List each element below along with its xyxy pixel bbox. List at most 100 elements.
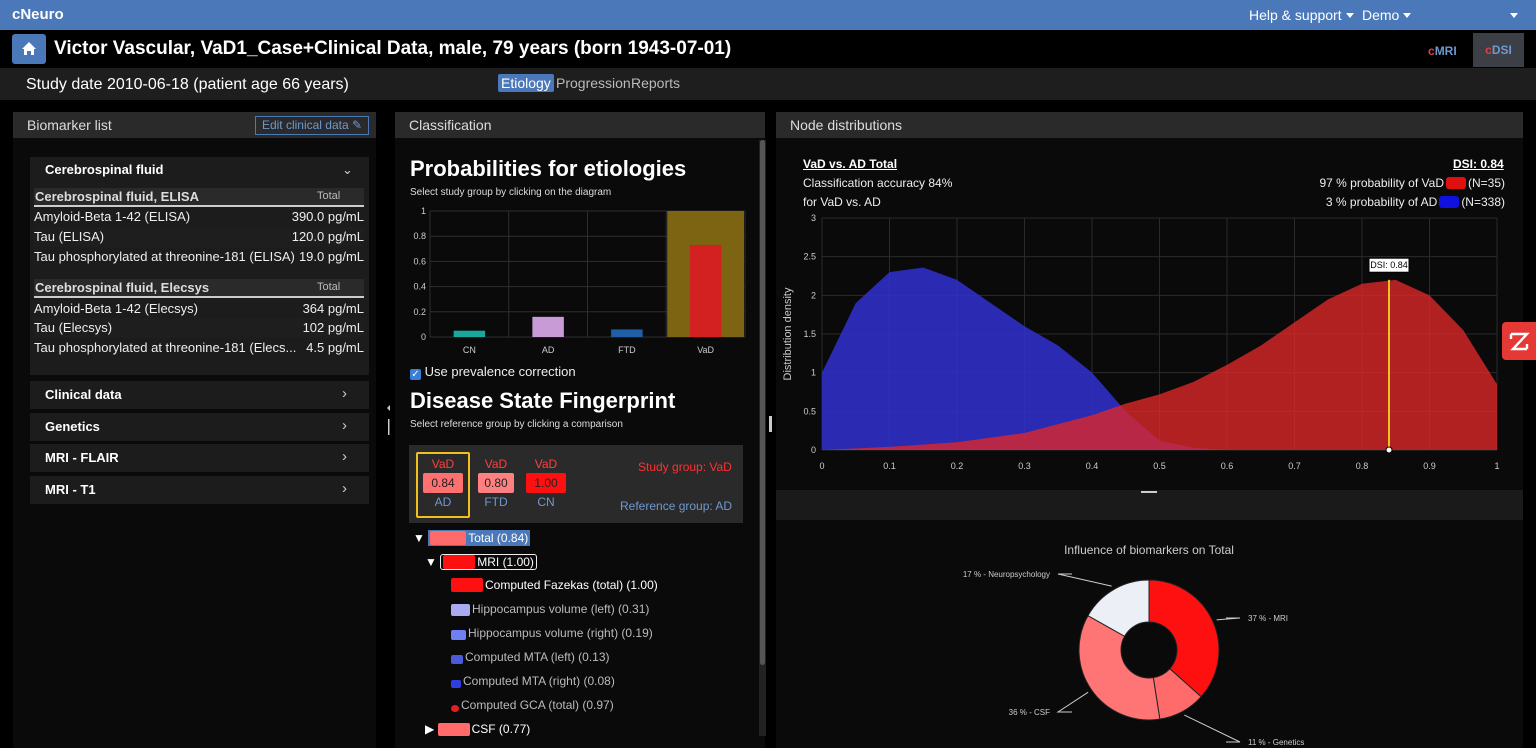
legend-ad: 3 % probability of AD (N=338) xyxy=(1326,195,1505,209)
zoom-toggle-button[interactable] xyxy=(1502,322,1536,360)
csf-section-title[interactable]: Cerebrospinal fluid xyxy=(45,162,164,177)
influence-donut-chart[interactable]: Influence of biomarkers on Total 37 % - M… xyxy=(776,530,1523,748)
splitter-handle[interactable] xyxy=(769,416,772,432)
donut-slice xyxy=(1148,579,1220,698)
row-value: 390.0 pg/mL xyxy=(291,209,364,224)
app-brand[interactable]: cNeuro xyxy=(12,6,64,23)
section-mri-flair[interactable]: MRI - FLAIR › xyxy=(30,444,369,472)
collapse-arrow-icon[interactable]: ▶ xyxy=(425,722,435,736)
x-tick-label: 0.7 xyxy=(1288,461,1301,471)
x-tick-label: 0.4 xyxy=(1086,461,1099,471)
fingerprint-title: Disease State Fingerprint xyxy=(410,388,676,413)
zoom-icon xyxy=(1509,332,1530,351)
y-tick-label: 0.8 xyxy=(413,231,426,241)
tree-node-csf[interactable]: ▶ CSF (0.77) xyxy=(425,722,530,736)
tab-progression[interactable]: Progression xyxy=(556,75,631,91)
expand-caret-icon[interactable] xyxy=(1506,7,1518,23)
study-bar xyxy=(0,68,1536,100)
swatch xyxy=(437,723,470,736)
panel-resizer[interactable] xyxy=(776,490,1523,520)
x-tick-label: 0.6 xyxy=(1221,461,1234,471)
comparison-vad-cn[interactable]: VaD 1.00 CN xyxy=(524,454,568,509)
swatch xyxy=(451,680,461,688)
tree-node-label-wrap: Total (0.84) xyxy=(428,530,531,546)
node-panel-header: Node distributions xyxy=(776,112,1523,138)
section-clinical-data[interactable]: Clinical data › xyxy=(30,381,369,409)
tree-node-mta-left[interactable]: Computed MTA (left) (0.13) xyxy=(451,650,610,664)
section-genetics[interactable]: Genetics › xyxy=(30,413,369,441)
x-tick-label: 0.2 xyxy=(951,461,964,471)
comparison-vad-ad[interactable]: VaD 0.84 AD xyxy=(416,452,470,518)
tree-label: Computed Fazekas (total) (1.00) xyxy=(485,578,658,592)
caret-icon xyxy=(1345,13,1354,18)
distribution-density-chart[interactable]: 0 0.5 1 1.5 2 2.5 3 0 0.1 0.2 0.3 0.4 0.5 0.6 0.7 0.8 0.… xyxy=(776,208,1523,480)
row-name: Tau phosphorylated at threonine-181 (Ele… xyxy=(34,340,297,355)
chevron-right-icon: › xyxy=(342,385,347,402)
y-tick-label: 3 xyxy=(811,213,816,223)
tree-node-mri[interactable]: ▼ MRI (1.00) xyxy=(425,554,537,570)
biomarker-row: Amyloid-Beta 1-42 (Elecsys) 364 pg/mL xyxy=(34,299,364,319)
donut-label: 17 % - Neuropsychology xyxy=(963,570,1050,579)
comparison-vad-ftd[interactable]: VaD 0.80 FTD xyxy=(474,454,518,509)
x-tick-label: FTD xyxy=(618,345,636,355)
edit-clinical-data-button[interactable]: Edit clinical data ✎ xyxy=(255,116,369,135)
donut-leader-line xyxy=(1216,617,1241,621)
home-button[interactable] xyxy=(12,34,46,64)
bar-ad xyxy=(532,316,564,337)
donut-leader-line xyxy=(1056,691,1089,713)
tree-label: Total (0.84) xyxy=(468,531,529,545)
x-tick-label: 0.1 xyxy=(883,461,896,471)
section-label: Clinical data xyxy=(45,387,122,402)
probabilities-subtitle: Select study group by clicking on the di… xyxy=(410,187,612,198)
checkbox-checked-icon[interactable]: ✓ xyxy=(410,369,421,380)
expand-arrow-icon[interactable]: ▼ xyxy=(413,531,425,545)
tab-reports[interactable]: Reports xyxy=(631,75,681,91)
etiology-bar-chart[interactable]: 0 0.2 0.4 0.6 0.8 1 CN AD FTD VaD xyxy=(405,203,750,363)
top-navbar: cNeuro Help & support Demo xyxy=(0,0,1536,30)
tree-node-gca[interactable]: Computed GCA (total) (0.97) xyxy=(451,698,614,712)
dsi-value: DSI: 0.84 xyxy=(1453,157,1504,171)
section-label: MRI - T1 xyxy=(45,482,96,497)
biomarker-title: Biomarker list xyxy=(27,117,112,133)
chevron-down-icon[interactable]: ⌄ xyxy=(342,162,353,177)
tree-node-fazekas[interactable]: Computed Fazekas (total) (1.00) xyxy=(451,578,658,592)
tree-label: CSF (0.77) xyxy=(471,722,531,736)
scrollbar-thumb[interactable] xyxy=(760,140,765,665)
legend-text: 3 % probability of AD xyxy=(1325,195,1438,209)
caret-icon xyxy=(1403,13,1412,18)
page-title: Victor Vascular, VaD1_Case+Clinical Data… xyxy=(54,38,732,59)
expand-arrow-icon[interactable]: ▼ xyxy=(425,555,437,569)
bar-cn xyxy=(453,330,486,337)
biomarker-row: Tau phosphorylated at threonine-181 (ELI… xyxy=(34,247,364,267)
demo-menu[interactable]: Demo xyxy=(1362,7,1412,23)
tree-label: Computed MTA (right) (0.08) xyxy=(463,674,615,688)
prevalence-checkbox-row[interactable]: ✓ Use prevalence correction xyxy=(410,364,576,380)
scrollbar-track[interactable] xyxy=(759,140,766,736)
cdsi-tab[interactable]: cDSI xyxy=(1473,33,1524,67)
tree-node-total[interactable]: ▼ Total (0.84) xyxy=(413,530,531,546)
swatch xyxy=(451,705,459,712)
help-menu[interactable]: Help & support xyxy=(1249,7,1354,23)
swatch xyxy=(451,630,466,640)
biomarker-row: Tau (Elecsys) 102 pg/mL xyxy=(34,318,364,338)
elecsys-title: Cerebrospinal fluid, Elecsys xyxy=(35,280,210,295)
legend-vad: 97 % probability of VaD (N=35) xyxy=(1319,176,1505,190)
row-name: Amyloid-Beta 1-42 (Elecsys) xyxy=(34,301,198,316)
y-tick-label: 2 xyxy=(811,290,816,300)
splitter-handle[interactable] xyxy=(386,405,390,435)
prevalence-label: Use prevalence correction xyxy=(424,364,576,379)
tree-node-mta-right[interactable]: Computed MTA (right) (0.08) xyxy=(451,674,615,688)
tree-node-hippo-right[interactable]: Hippocampus volume (right) (0.19) xyxy=(451,626,653,640)
tree-label: Computed GCA (total) (0.97) xyxy=(461,698,614,712)
donut-label: 37 % - MRI xyxy=(1248,614,1288,623)
chevron-right-icon: › xyxy=(342,448,347,465)
accuracy-line1: Classification accuracy 84% xyxy=(803,176,953,190)
cmri-tab[interactable]: cMRI xyxy=(1428,44,1457,58)
y-tick-label: 0.5 xyxy=(803,406,816,416)
tab-etiology[interactable]: Etiology xyxy=(498,74,554,92)
tree-node-hippo-left[interactable]: Hippocampus volume (left) (0.31) xyxy=(451,602,649,616)
x-tick-label: 0.5 xyxy=(1153,461,1166,471)
tree-node-label-wrap: MRI (1.00) xyxy=(440,554,537,570)
section-mri-t1[interactable]: MRI - T1 › xyxy=(30,476,369,504)
legend-n: (N=338) xyxy=(1461,195,1505,209)
